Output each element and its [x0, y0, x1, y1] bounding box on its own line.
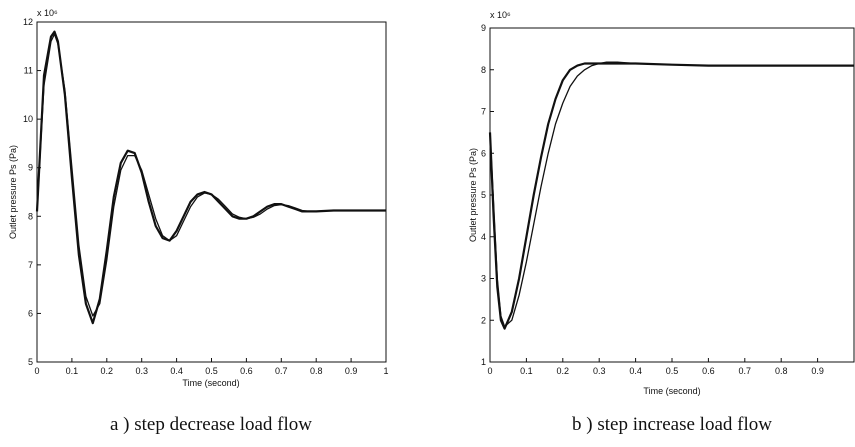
chart-a-y-tick-label: 9	[28, 163, 33, 173]
chart-a-x-tick-label: 0.5	[205, 366, 218, 376]
chart-b-xlabel: Time (second)	[643, 386, 700, 396]
chart-a-x-tick-label: 0.1	[66, 366, 79, 376]
chart-a-y-tick-label: 8	[28, 211, 33, 221]
chart-a-y-tick-label: 7	[28, 260, 33, 270]
chart-b-y-tick-label: 8	[481, 65, 486, 75]
chart-b-caption: b ) step increase load flow	[572, 414, 772, 435]
chart-a-xlabel: Time (second)	[182, 378, 239, 388]
chart-a-x-tick-label: 0.4	[170, 366, 183, 376]
chart-a-series-line-2	[36, 33, 386, 317]
chart-b-x-tick-label: 0.2	[557, 366, 570, 376]
chart-b-y-tick-label: 9	[481, 23, 486, 33]
chart-b-series	[488, 61, 854, 330]
chart-a-x-tick-label: 0.6	[240, 366, 253, 376]
chart-b-x-tick-label: 0	[487, 366, 492, 376]
chart-a-y-tick-label: 5	[28, 357, 33, 367]
chart-b-y-tick-label: 1	[481, 357, 486, 367]
chart-b-frame	[489, 27, 855, 363]
chart-b-y-tick-label: 6	[481, 148, 486, 158]
chart-a-ylabel: Outlet pressure Ps (Pa)	[8, 145, 18, 239]
chart-b-series-line-2	[489, 61, 854, 328]
chart-b-y-tick-label: 7	[481, 107, 486, 117]
chart-a-series	[35, 30, 386, 325]
chart-b-x-tick-label: 0.1	[520, 366, 533, 376]
chart-b-x-tick-label: 0.8	[775, 366, 788, 376]
chart-a-x-tick-label: 0	[34, 366, 39, 376]
chart-b-x-tick-label: 0.7	[739, 366, 752, 376]
chart-a-y-tick-label: 12	[23, 17, 33, 27]
chart-a-x-tick-label: 0.8	[310, 366, 323, 376]
chart-a: 0 0.1 0.2 0.3 0.4 0.5 0.6 0.7 0.8 0.9 1 5 6 7 8 9 10 11 12…	[8, 8, 389, 435]
chart-b-ylabel: Outlet pressure Ps (Pa)	[468, 148, 478, 242]
chart-a-x-tick-label: 1	[383, 366, 388, 376]
chart-a-x-tick-label: 0.7	[275, 366, 288, 376]
chart-b-series-line-1	[488, 62, 854, 330]
chart-a-y-tick-label: 10	[23, 114, 33, 124]
chart-b-x-tick-label: 0.4	[629, 366, 642, 376]
chart-a-series-line-1	[35, 30, 386, 325]
chart-b-y-tick-label: 5	[481, 190, 486, 200]
chart-b-x-tick-label: 0.6	[702, 366, 715, 376]
chart-b-x-tick-label: 0.9	[811, 366, 824, 376]
chart-b-x-tick-label: 0.3	[593, 366, 606, 376]
chart-b-y-tick-label: 4	[481, 232, 486, 242]
chart-b-y-exponent: x 10⁶	[490, 10, 511, 20]
chart-a-ticks: 0 0.1 0.2 0.3 0.4 0.5 0.6 0.7 0.8 0.9 1 5 6 7 8 9 10 11 12	[23, 17, 389, 376]
chart-b-y-tick-label: 3	[481, 274, 486, 284]
chart-a-caption: a ) step decrease load flow	[110, 414, 312, 435]
chart-a-x-tick-label: 0.2	[101, 366, 114, 376]
chart-a-y-exponent: x 10⁶	[37, 8, 58, 18]
chart-a-x-tick-label: 0.9	[345, 366, 358, 376]
chart-b-y-tick-label: 2	[481, 315, 486, 325]
chart-b-ticks: 0 0.1 0.2 0.3 0.4 0.5 0.6 0.7 0.8 0.9 1 2 3 4 5 6 7 8 9	[481, 23, 824, 376]
chart-b: 0 0.1 0.2 0.3 0.4 0.5 0.6 0.7 0.8 0.9 1 2 3 4 5 6 7 8 9 x …	[468, 10, 855, 435]
chart-b-x-tick-label: 0.5	[666, 366, 679, 376]
chart-a-y-tick-label: 6	[28, 308, 33, 318]
chart-a-y-tick-label: 11	[24, 66, 33, 76]
chart-a-x-tick-label: 0.3	[135, 366, 148, 376]
